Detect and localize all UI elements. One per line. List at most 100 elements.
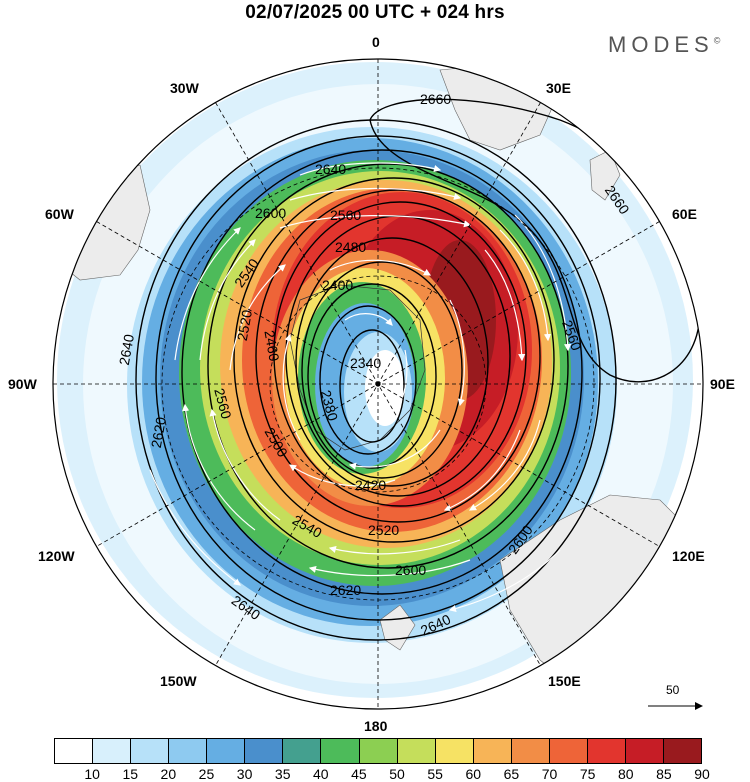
contour-label: 2620 — [148, 416, 169, 450]
lon-label-90e: 90E — [710, 376, 735, 392]
wind-arrow — [182, 403, 256, 531]
wind-arrow — [328, 539, 461, 555]
wind-arrows — [149, 109, 661, 613]
contour-label: 2660 — [420, 91, 451, 107]
colorbar-swatch — [397, 739, 436, 763]
contour-label: 2380 — [318, 388, 342, 422]
map-title: 02/07/2025 00 UTC + 024 hrs — [245, 2, 505, 23]
south-pole-marker — [375, 381, 381, 387]
wind-arrow — [229, 264, 286, 371]
colorbar-tick-label: 85 — [656, 766, 672, 782]
colorbar-swatch — [587, 739, 626, 763]
colorbar-tick-label: 15 — [122, 766, 139, 782]
colorbar-tick-label: 90 — [694, 766, 710, 782]
lon-label-150w: 150W — [160, 673, 197, 689]
colorbar-tick-label: 40 — [313, 766, 329, 782]
colorbar-swatch — [511, 739, 550, 763]
contour-label: 2560 — [211, 386, 235, 420]
colorbar-tick-label: 50 — [389, 766, 405, 782]
colorbar-swatch — [664, 739, 702, 763]
colorbar-swatch — [625, 739, 664, 763]
colorbar-tick-label: 35 — [274, 766, 291, 782]
lon-label-180: 180 — [364, 718, 388, 734]
wind-arrow — [174, 227, 241, 361]
wind-arrow — [289, 464, 396, 487]
lon-label-120w: 120W — [38, 548, 75, 564]
wind-arrow — [289, 187, 462, 201]
wind-arrow — [149, 469, 241, 586]
wind-arrow — [279, 215, 472, 229]
wind-arrow — [199, 239, 256, 361]
contour-2520 — [255, 189, 541, 523]
wind-arrow — [499, 229, 552, 342]
contour-2460 — [295, 237, 489, 487]
colorbar-swatch — [549, 739, 588, 763]
colorbar-swatch — [245, 739, 284, 763]
lon-label-30w: 30W — [170, 80, 199, 96]
wind-arrow — [443, 429, 521, 511]
lon-label-90w: 90W — [8, 376, 37, 392]
contour-2400 — [307, 283, 437, 469]
colorbar-tick-label: 75 — [579, 766, 596, 782]
wind-arrow — [282, 333, 301, 441]
contour-2340 — [339, 329, 405, 443]
lon-label-60w: 60W — [45, 206, 74, 222]
wind-speed-field — [54, 61, 701, 701]
contour-2500 — [273, 201, 527, 507]
colorbar-tick-label: 60 — [465, 766, 482, 782]
colorbar-tick-label: 80 — [617, 766, 634, 782]
colorbar-swatch — [473, 739, 512, 763]
contour-label: 2620 — [330, 582, 361, 598]
colorbar-tick-label: 70 — [541, 766, 558, 782]
colorbar-swatch — [93, 739, 132, 763]
contour-label: 2460 — [261, 329, 282, 363]
contour-label: 2520 — [234, 308, 255, 342]
wind-arrow — [329, 259, 432, 276]
contour-label: 2520 — [368, 522, 399, 538]
brand-text: MODES — [608, 32, 714, 57]
contour-label: 2420 — [355, 477, 386, 493]
contour-label: 2600 — [395, 562, 426, 578]
colorbar-tick-label: 10 — [84, 766, 100, 782]
colorbar-swatch — [359, 739, 398, 763]
colorbar-swatch — [283, 739, 322, 763]
map-boundary — [52, 58, 704, 710]
colorbar-tick-label: 55 — [427, 766, 443, 782]
inner-band-10 — [365, 350, 405, 426]
contour-label: 2600 — [255, 205, 286, 221]
lon-label-120e: 120E — [672, 548, 705, 564]
lon-label-60e: 60E — [672, 206, 697, 222]
contour-label: 2480 — [335, 239, 366, 255]
contour-label: 2400 — [322, 277, 353, 293]
colorbar-swatch — [321, 739, 360, 763]
wind-arrow — [468, 419, 541, 511]
contour-label: 2560 — [330, 207, 361, 223]
colorbar-tick-label: 20 — [160, 766, 177, 782]
contour-label: 2640 — [315, 161, 346, 177]
colorbar-tick-label: 25 — [198, 766, 215, 782]
wind-arrow — [448, 549, 561, 613]
reference-vector-label: 50 — [666, 683, 680, 697]
contour-2560 — [207, 163, 569, 569]
wind-arrow — [391, 349, 408, 419]
contour-2640 — [135, 119, 617, 641]
lon-label-150e: 150E — [548, 673, 581, 689]
wind-arrow — [348, 429, 441, 470]
colorbar-swatch — [131, 739, 170, 763]
colorbar-swatch — [169, 739, 208, 763]
wind-arrow — [299, 162, 442, 176]
colorbar-tick-label: 65 — [503, 766, 520, 782]
brand-mark: © — [713, 35, 721, 46]
lon-label-0: 0 — [372, 34, 380, 50]
contour-2380 — [319, 305, 417, 455]
wind-arrow — [449, 299, 465, 407]
contour-2600 — [181, 149, 583, 595]
height-contours — [135, 98, 701, 641]
wind-arrow — [344, 313, 393, 326]
contour-2420 — [301, 261, 463, 479]
colorbar-tick-label: 45 — [351, 766, 367, 782]
wind-arrow — [484, 249, 526, 362]
wind-arrow — [514, 214, 572, 352]
modes-logo: MODES© — [608, 32, 720, 58]
